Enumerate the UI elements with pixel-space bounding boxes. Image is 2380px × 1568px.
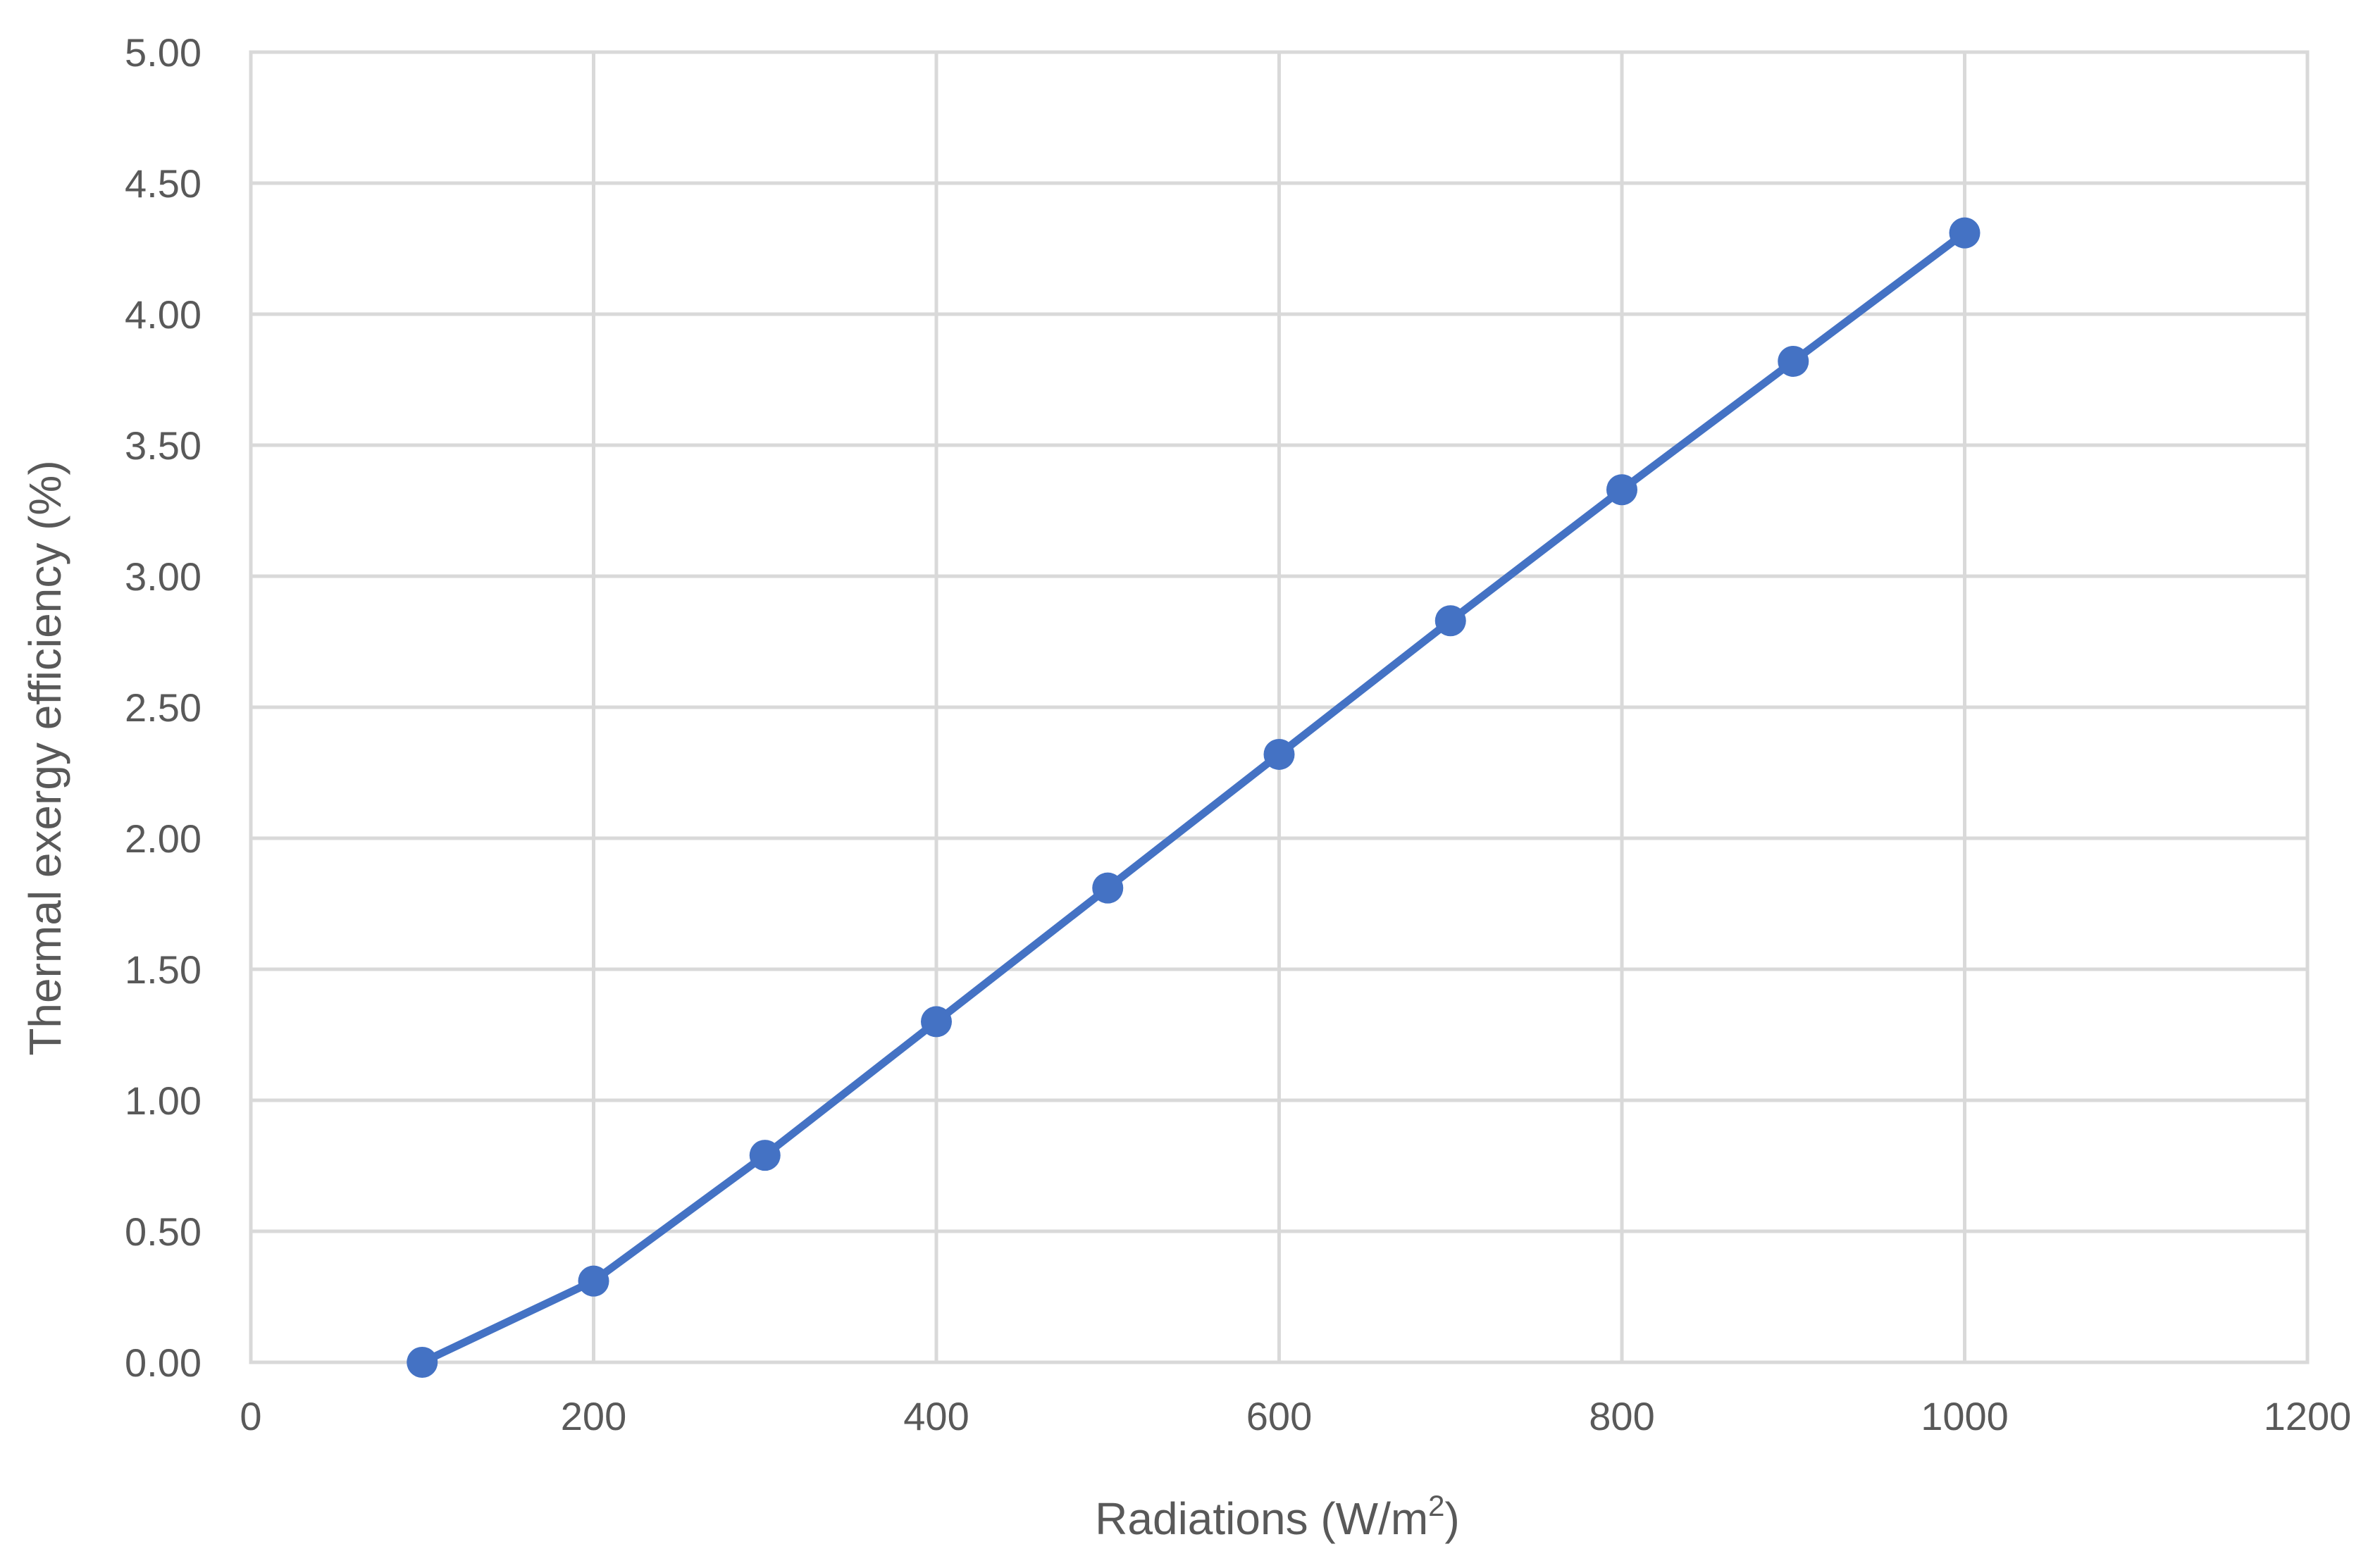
data-point bbox=[921, 1006, 952, 1038]
y-tick-label: 2.50 bbox=[125, 685, 202, 730]
y-tick-label: 1.50 bbox=[125, 947, 202, 992]
data-point bbox=[1434, 605, 1466, 637]
x-tick-label: 400 bbox=[903, 1394, 969, 1438]
y-tick-label: 4.50 bbox=[125, 161, 202, 206]
x-axis-tick-labels: 0 200 400 600 800 1000 1200 bbox=[240, 1394, 2351, 1438]
y-axis-tick-labels: 0.00 0.50 1.00 1.50 2.00 2.50 3.00 3.50 4.00 4.50… bbox=[125, 30, 202, 1385]
y-tick-label: 3.00 bbox=[125, 554, 202, 599]
y-tick-label: 1.00 bbox=[125, 1078, 202, 1123]
series-line bbox=[418, 229, 1969, 1367]
x-tick-label: 800 bbox=[1589, 1394, 1654, 1438]
x-tick-label: 1000 bbox=[1921, 1394, 2009, 1438]
data-point bbox=[407, 1347, 438, 1378]
x-tick-label: 600 bbox=[1246, 1394, 1312, 1438]
gridlines bbox=[249, 50, 2310, 1364]
series-layer bbox=[407, 217, 1981, 1378]
data-point bbox=[1606, 474, 1637, 506]
y-tick-label: 4.00 bbox=[125, 292, 202, 337]
y-tick-label: 0.00 bbox=[125, 1340, 202, 1385]
data-point bbox=[1263, 738, 1295, 770]
x-axis-title-superscript: 2 bbox=[1428, 1489, 1444, 1522]
y-tick-label: 2.00 bbox=[125, 816, 202, 861]
data-point bbox=[578, 1265, 609, 1297]
y-tick-label: 5.00 bbox=[125, 30, 202, 75]
plot-area-frame bbox=[249, 50, 2310, 1364]
y-tick-label: 0.50 bbox=[125, 1209, 202, 1254]
x-tick-label: 1200 bbox=[2264, 1394, 2352, 1438]
x-tick-label: 200 bbox=[561, 1394, 626, 1438]
data-point bbox=[1778, 345, 1809, 377]
data-point bbox=[1949, 217, 1981, 249]
data-point bbox=[1092, 872, 1124, 904]
x-axis-title-main: Radiations (W/m bbox=[1095, 1493, 1428, 1544]
y-tick-label: 3.50 bbox=[125, 423, 202, 468]
x-tick-label: 0 bbox=[240, 1394, 261, 1438]
x-axis-title: Radiations (W/m2) bbox=[1095, 1489, 1460, 1544]
data-point bbox=[749, 1140, 781, 1171]
y-axis-title: Thermal exergy efficiency (%) bbox=[20, 460, 70, 1055]
x-axis-title-suffix: ) bbox=[1445, 1493, 1460, 1544]
